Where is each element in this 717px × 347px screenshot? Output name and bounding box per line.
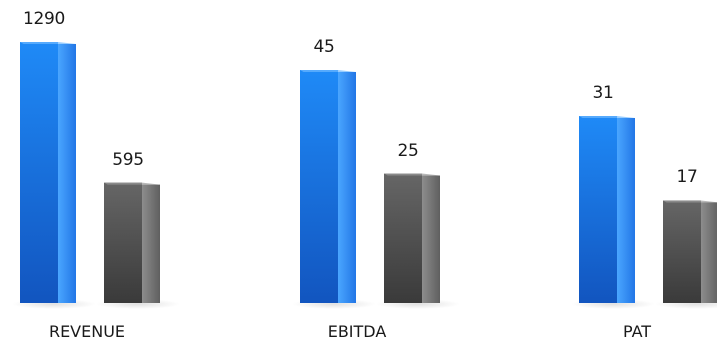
bar-top-face (384, 173, 440, 176)
bar-side-secondary (701, 202, 717, 303)
bar-side-primary (617, 118, 635, 303)
bar-top-face (104, 182, 160, 185)
bar-front-secondary (384, 173, 422, 303)
category-label: EBITDA (327, 322, 387, 341)
bar-value-label: 31 (592, 83, 614, 103)
bar-top-face (579, 116, 635, 118)
bar-side-primary (58, 44, 76, 303)
bar-group-revenue (12, 42, 180, 309)
bar-front-primary (300, 70, 338, 303)
bar-group-pat (571, 116, 717, 309)
bar-front-secondary (104, 182, 142, 303)
bar-value-label: 595 (112, 149, 144, 170)
bar-value-label: 17 (676, 167, 698, 188)
bar-front-primary (579, 116, 617, 303)
bar-side-primary (338, 72, 356, 303)
bar-top-face (20, 42, 76, 44)
bar-side-secondary (422, 175, 440, 303)
category-label: REVENUE (48, 322, 126, 341)
bar-value-label: 1290 (22, 9, 66, 29)
bar-side-secondary (142, 184, 160, 303)
bar-front-primary (20, 42, 58, 303)
bar-value-label: 45 (313, 37, 335, 57)
bar-value-label: 25 (397, 140, 419, 161)
bars-layer (12, 42, 717, 309)
bar-group-ebitda (292, 70, 460, 309)
bar-top-face (300, 70, 356, 72)
category-label: PAT (622, 322, 652, 341)
bar-top-face (663, 200, 717, 203)
bar-front-secondary (663, 200, 701, 303)
